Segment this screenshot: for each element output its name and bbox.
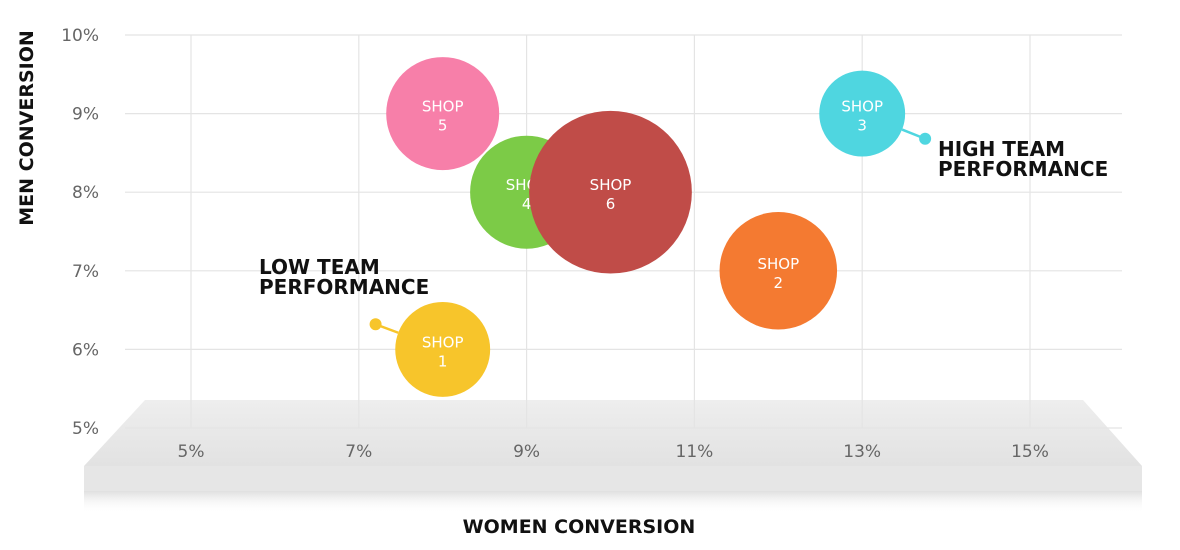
bubble-circle: [395, 301, 491, 397]
annotation-line: HIGH TEAM: [938, 137, 1065, 161]
connector-dot: [919, 132, 932, 145]
bubble-label: SHOP: [590, 176, 632, 194]
x-tick-label: 11%: [676, 442, 714, 462]
bubble-label: SHOP: [422, 333, 464, 351]
bubble-label: 5: [438, 117, 448, 135]
annotation-line: PERFORMANCE: [259, 275, 429, 299]
annotation-line: LOW TEAM: [259, 255, 380, 279]
bubble-label: 3: [857, 117, 867, 135]
y-tick-label: 7%: [72, 262, 99, 282]
y-tick-label: 10%: [61, 26, 99, 46]
x-tick-label: 5%: [178, 442, 205, 462]
y-tick-label: 8%: [72, 183, 99, 203]
annotation-line: PERFORMANCE: [938, 157, 1108, 181]
bubble-label: SHOP: [841, 98, 883, 116]
bubble-label: SHOP: [422, 98, 464, 116]
connector-dot: [369, 318, 382, 331]
bubble-label: 4: [522, 195, 532, 213]
y-tick-label: 9%: [72, 105, 99, 125]
x-tick-label: 13%: [843, 442, 881, 462]
bubble-label: 1: [438, 352, 448, 370]
x-axis-title: WOMEN CONVERSION: [463, 516, 696, 538]
x-axis-ticks: 5% 7% 9% 11% 13% 15%: [178, 442, 1049, 462]
bubble-label: SHOP: [757, 255, 799, 273]
y-axis-ticks: 5% 6% 7% 8% 9% 10%: [61, 26, 99, 439]
y-tick-label: 6%: [72, 340, 99, 360]
y-tick-label: 5%: [72, 419, 99, 439]
bubble-label: 6: [606, 195, 616, 213]
annotation-connectors: [369, 128, 932, 334]
x-tick-label: 9%: [513, 442, 540, 462]
x-tick-label: 7%: [345, 442, 372, 462]
bubble-circle: [386, 57, 500, 171]
y-axis-title: MEN CONVERSION: [16, 30, 38, 226]
bubble-circle: [719, 212, 838, 330]
bubble-label: 2: [774, 274, 784, 292]
bubble-circle: [819, 70, 906, 157]
floor-platform: [84, 400, 1142, 513]
x-tick-label: 15%: [1011, 442, 1049, 462]
bubble-circle: [529, 110, 692, 274]
